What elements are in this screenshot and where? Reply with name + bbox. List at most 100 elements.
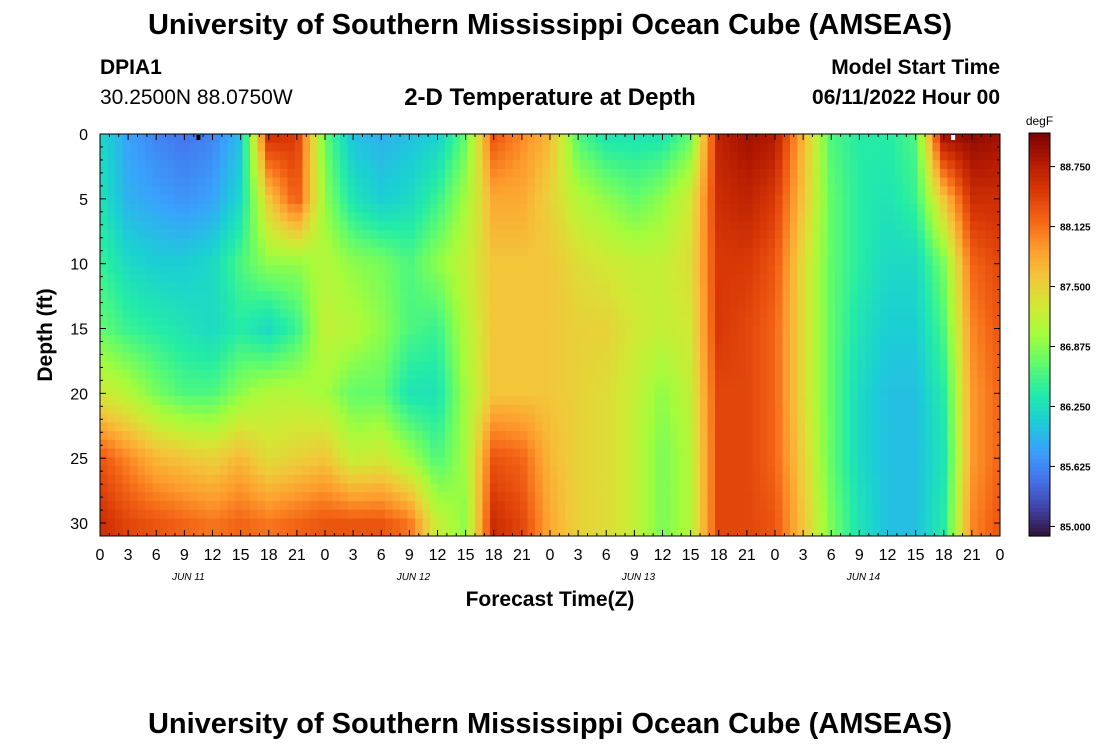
heatmap-cell [257,431,266,441]
heatmap-cell [130,238,139,249]
heatmap-cell [272,404,281,415]
heatmap-cell [497,195,506,205]
heatmap-cell [872,177,881,188]
heatmap-cell [512,413,521,423]
heatmap-cell [137,308,146,319]
heatmap-cell [842,361,851,371]
heatmap-cell [842,335,851,345]
heatmap-cell [602,335,611,345]
heatmap-cell [497,343,506,354]
heatmap-cell [437,326,446,336]
heatmap-cell [122,168,131,179]
heatmap-cell [955,203,964,214]
heatmap-cell [677,300,686,310]
heatmap-cell [880,291,889,301]
heatmap-cell [220,326,229,336]
heatmap-cell [287,142,296,153]
heatmap-cell [400,265,409,275]
heatmap-cell [895,378,904,389]
heatmap-cell [130,404,139,415]
heatmap-cell [962,177,971,188]
heatmap-cell [722,291,731,301]
heatmap-cell [467,168,476,179]
heatmap-cell [842,378,851,389]
heatmap-cell [655,413,664,423]
heatmap-cell [332,466,341,476]
heatmap-cell [160,221,169,231]
heatmap-cell [925,343,934,354]
heatmap-cell [955,448,964,458]
heatmap-cell [437,195,446,205]
heatmap-cell [827,448,836,458]
heatmap-cell [490,230,499,240]
heatmap-cell [220,308,229,319]
heatmap-cell [265,439,274,450]
heatmap-cell [497,238,506,249]
heatmap-cell [895,186,904,196]
heatmap-cell [205,422,214,432]
heatmap-cell [902,326,911,336]
heatmap-cell [227,396,236,406]
heatmap-cell [235,221,244,231]
heatmap-cell [377,483,386,493]
heatmap-cell [302,230,311,240]
heatmap-cell [722,151,731,161]
heatmap-cell [445,134,454,144]
heatmap-cell [602,326,611,336]
heatmap-cell [812,439,821,450]
heatmap-cell [317,335,326,345]
heatmap-cell [880,203,889,214]
heatmap-cell [332,265,341,275]
heatmap-cell [595,273,604,284]
heatmap-cell [790,265,799,275]
heatmap-cell [610,134,619,144]
heatmap-cell [977,300,986,310]
heatmap-cell [355,221,364,231]
heatmap-cell [647,308,656,319]
heatmap-cell [362,343,371,354]
heatmap-cell [182,221,191,231]
heatmap-cell [887,151,896,161]
heatmap-cell [385,343,394,354]
heatmap-cell [782,352,791,362]
heatmap-cell [820,317,829,327]
heatmap-cell [332,300,341,310]
heatmap-cell [265,203,274,214]
heatmap-cell [917,195,926,205]
heatmap-cell [280,134,289,144]
heatmap-cell [977,308,986,319]
heatmap-cell [820,326,829,336]
heatmap-cell [325,396,334,406]
heatmap-cell [677,186,686,196]
heatmap-cell [445,404,454,415]
heatmap-cell [137,378,146,389]
heatmap-cell [445,212,454,222]
heatmap-cell [505,492,514,502]
heatmap-cell [422,378,431,389]
heatmap-cell [310,134,319,144]
heatmap-cell [115,361,124,371]
heatmap-cell [362,291,371,301]
heatmap-cell [122,265,131,275]
heatmap-cell [985,404,994,415]
heatmap-cell [317,238,326,249]
heatmap-cell [902,431,911,441]
heatmap-cell [557,369,566,380]
heatmap-cell [280,265,289,275]
heatmap-cell [490,317,499,327]
heatmap-cell [775,168,784,179]
heatmap-cell [482,474,491,485]
heatmap-cell [707,466,716,476]
heatmap-cell [745,247,754,257]
heatmap-cell [550,265,559,275]
heatmap-cell [775,291,784,301]
heatmap-cell [130,431,139,441]
heatmap-cell [167,335,176,345]
heatmap-cell [452,343,461,354]
heatmap-cell [595,422,604,432]
heatmap-cell [872,448,881,458]
heatmap-cell [782,439,791,450]
heatmap-cell [280,431,289,441]
heatmap-cell [572,168,581,179]
heatmap-cell [145,483,154,493]
